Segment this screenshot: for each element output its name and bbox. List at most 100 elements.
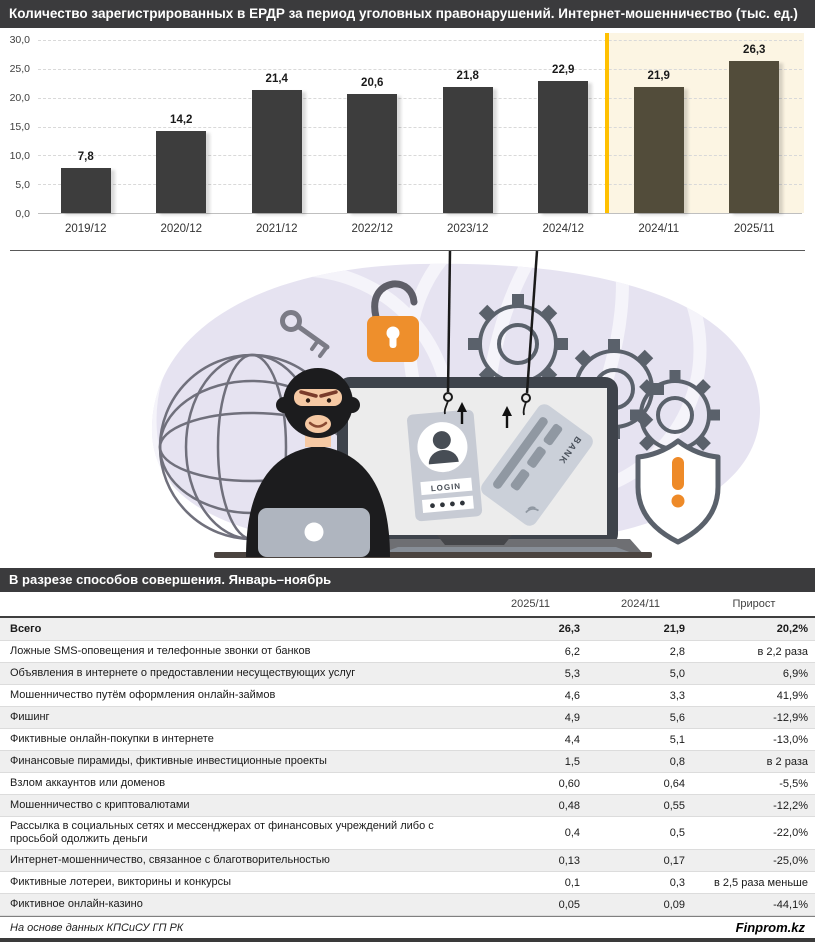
padlock-icon xyxy=(367,280,419,362)
row-label: Мошенничество путём оформления онлайн-за… xyxy=(10,689,276,701)
row-value-2024: 3,3 xyxy=(669,689,685,702)
y-axis-tick-label: 10,0 xyxy=(9,150,30,162)
col-growth: Прирост xyxy=(732,598,776,610)
table-row: Интернет-мошенничество, связанное с благ… xyxy=(0,850,815,872)
row-growth: -25,0% xyxy=(773,854,808,867)
table-row: Фиктивные онлайн-покупки в интернете 4,4 5… xyxy=(0,729,815,751)
row-value-2025: 4,6 xyxy=(564,689,580,702)
x-axis-label: 2024/11 xyxy=(638,223,680,235)
row-growth: в 2,5 раза меньше xyxy=(713,876,808,889)
row-growth: 41,9% xyxy=(776,689,808,702)
row-value-2024: 0,3 xyxy=(669,876,685,889)
row-value-2025: 0,1 xyxy=(564,876,580,889)
gridline xyxy=(38,40,802,41)
row-value-2025: 0,05 xyxy=(558,898,580,911)
row-value-2025: 0,60 xyxy=(558,777,580,790)
highlight-divider-line xyxy=(604,33,609,213)
table-total-row: Всего 26,3 21,9 20,2% xyxy=(0,616,815,641)
bar xyxy=(729,61,780,213)
row-growth: в 2 раза xyxy=(766,755,808,768)
gridline xyxy=(38,97,802,99)
table-row: Фиктивные лотереи, викторины и конкурсы 0… xyxy=(0,872,815,894)
bar-slot: 20,6 xyxy=(325,40,421,213)
page-title: Количество зарегистрированных в ЕРДР за … xyxy=(9,6,798,21)
bank-card-icon: BANK xyxy=(481,404,593,526)
fraud-illustration-svg: LOGIN BANK xyxy=(151,251,761,558)
row-value-2025: 6,2 xyxy=(564,645,580,658)
row-growth: -22,0% xyxy=(773,827,808,839)
row-growth: -12,9% xyxy=(773,711,808,724)
gridline xyxy=(38,184,802,186)
row-value-2024: 0,09 xyxy=(663,898,685,911)
section-title: В разрезе способов совершения. Январь–но… xyxy=(9,572,332,587)
row-value-2025: 5,3 xyxy=(564,667,580,680)
row-value-2025: 26,3 xyxy=(558,623,580,635)
row-value-2024: 5,0 xyxy=(669,667,685,680)
brand-logo: Finprom.kz xyxy=(735,920,805,935)
methods-table: 2025/11 2024/11 Прирост Всего 26,3 21,9 … xyxy=(0,592,815,916)
row-value-2024: 5,6 xyxy=(669,711,685,724)
bar-slot: 21,8 xyxy=(420,40,516,213)
row-growth: -44,1% xyxy=(773,898,808,911)
row-label: Взлом аккаунтов или доменов xyxy=(10,777,166,789)
table-row: Взлом аккаунтов или доменов 0,60 0,64 -5,5% xyxy=(0,773,815,795)
row-growth: -12,2% xyxy=(773,799,808,812)
row-value-2024: 0,55 xyxy=(663,799,685,812)
col-2025-11: 2025/11 xyxy=(511,598,550,610)
row-value-2025: 1,5 xyxy=(564,755,580,768)
row-label: Мошенничество с криптовалютами xyxy=(10,799,190,811)
title-bar: Количество зарегистрированных в ЕРДР за … xyxy=(0,0,815,28)
bar xyxy=(347,94,398,213)
row-growth: в 2,2 раза xyxy=(757,645,808,658)
bar xyxy=(251,89,302,213)
x-axis-label: 2023/12 xyxy=(446,223,489,235)
id-card-login-label: LOGIN xyxy=(430,482,461,494)
footer: На основе данных КПСиСУ ГП РК Finprom.kz xyxy=(0,916,815,942)
y-axis-tick-label: 20,0 xyxy=(9,92,30,104)
bar xyxy=(60,168,111,213)
chart-plot-area: 7,8 14,2 21,4 20,6 21,8 22,9 21,9 26,3 xyxy=(38,33,804,214)
bar-value-label: 21,8 xyxy=(456,70,479,83)
data-source-note: На основе данных КПСиСУ ГП РК xyxy=(10,921,184,934)
row-value-2024: 2,8 xyxy=(669,645,685,658)
row-label: Всего xyxy=(10,622,42,635)
bar-value-label: 22,9 xyxy=(552,63,575,76)
row-value-2024: 0,17 xyxy=(663,854,685,867)
shield-alert-icon xyxy=(635,438,721,545)
y-axis-tick-label: 15,0 xyxy=(9,121,30,133)
bar-value-label: 26,3 xyxy=(743,44,766,57)
row-growth: -5,5% xyxy=(779,777,808,790)
bar xyxy=(538,80,589,213)
y-axis-tick-label: 0,0 xyxy=(15,208,30,220)
row-label: Ложные SMS-оповещения и телефонные звонк… xyxy=(10,645,311,657)
row-value-2024: 21,9 xyxy=(663,623,685,635)
row-value-2024: 5,1 xyxy=(669,733,685,746)
row-growth: 6,9% xyxy=(782,667,808,680)
section-title-bar: В разрезе способов совершения. Январь–но… xyxy=(0,568,815,592)
x-axis-label: 2021/12 xyxy=(255,223,298,235)
row-value-2025: 0,4 xyxy=(564,827,580,839)
y-axis-tick-label: 25,0 xyxy=(9,63,30,75)
bar-value-label: 20,6 xyxy=(361,77,384,90)
bar-slot: 14,2 xyxy=(134,40,230,213)
gridline xyxy=(38,68,802,70)
x-axis-label: 2019/12 xyxy=(64,223,107,235)
row-label: Финансовые пирамиды, фиктивные инвестици… xyxy=(10,755,327,767)
arrow-up-icon xyxy=(457,402,512,428)
divider-line xyxy=(10,250,805,251)
row-label: Объявления в интернете о предоставлении … xyxy=(10,667,356,679)
laptop-icon xyxy=(258,508,370,557)
fishing-hook-icon xyxy=(443,251,539,416)
table-body: Ложные SMS-оповещения и телефонные звонк… xyxy=(0,641,815,916)
bar xyxy=(633,86,684,213)
bar-slot: 22,9 xyxy=(516,40,612,213)
col-2024-11: 2024/11 xyxy=(621,598,660,610)
bar-value-label: 21,4 xyxy=(265,72,288,85)
bar-value-label: 7,8 xyxy=(77,151,94,164)
bars-container: 7,8 14,2 21,4 20,6 21,8 22,9 21,9 26,3 xyxy=(38,40,802,213)
bar-slot: 21,9 xyxy=(611,40,707,213)
x-axis-label: 2025/11 xyxy=(733,223,775,235)
row-value-2024: 0,64 xyxy=(663,777,685,790)
bar xyxy=(156,131,207,213)
